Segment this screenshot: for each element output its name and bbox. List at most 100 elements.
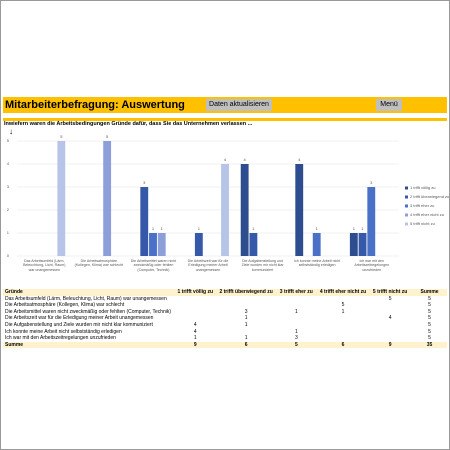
data-label: 1 [161, 226, 164, 231]
row-label: Das Arbeitsumfeld (Lärm, Beleuchtung, Li… [5, 295, 167, 302]
column-header: 4 trifft eher nicht zu [317, 289, 369, 296]
cell: 1 [294, 308, 298, 315]
cell: 4 [193, 328, 197, 335]
row-label: Die Arbeitszeit war für die Erledigung m… [5, 315, 154, 322]
bar [221, 164, 229, 256]
bar [240, 164, 249, 256]
y-tick-label: 3 [7, 184, 10, 189]
data-label: 4 [224, 157, 227, 162]
cell [318, 329, 368, 336]
table-row: Ich war mit den Arbeitszeitregelungen un… [3, 335, 447, 342]
row-sum: 5 [428, 335, 431, 342]
sum-row: Summe 9 6 5 6 9 35 [3, 341, 447, 349]
question: Inwiefern waren die Arbeitsbedingungen G… [4, 121, 253, 127]
table-row: Ich konnte meine Arbeit nicht selbststän… [3, 329, 447, 336]
cell: 4 [388, 315, 392, 322]
cell [318, 335, 368, 342]
x-tick-label: Die Arbeitsmittel waren nicht zweckmäßig… [130, 259, 177, 272]
y-tick-label: 1 [7, 230, 10, 235]
divider [3, 118, 447, 121]
cell: 1 [341, 308, 345, 315]
cell: 1 [244, 315, 248, 322]
column-header: 1 trifft völlig zu [173, 289, 218, 296]
data-label: 5 [106, 134, 109, 139]
row-label: Ich konnte meine Arbeit nicht selbststän… [5, 328, 122, 335]
column-header: 5 trifft nicht zu [368, 289, 413, 296]
table-row: Die Arbeitsmittel waren nicht zweckmäßig… [3, 309, 447, 316]
column-sum: 6 [317, 341, 369, 349]
cell [368, 335, 412, 342]
x-tick-label: Die Arbeitszeit war für die Erledigung m… [187, 259, 229, 272]
column-header: Summe [412, 289, 447, 296]
row-sum: 5 [428, 308, 431, 315]
refresh-button[interactable]: Daten aktualisieren [206, 99, 272, 111]
row-label: Die Arbeitsmittel waren nicht zweckmäßig… [5, 308, 172, 315]
cell [368, 309, 412, 316]
data-label: 1 [152, 226, 155, 231]
data-label: 5 [60, 134, 63, 139]
legend-swatch [405, 186, 408, 190]
legend-label: 4 trifft eher nicht zu [410, 212, 444, 217]
cell [368, 329, 412, 336]
row-sum: 5 [428, 295, 431, 302]
column-sum: 9 [173, 341, 218, 349]
cell [173, 309, 217, 316]
legend-swatch [405, 213, 408, 217]
cell: 3 [244, 308, 248, 315]
legend-label: 1 trifft völlig zu [410, 185, 436, 190]
column-header: 2 trifft überwiegend zu [217, 289, 275, 296]
cell [275, 322, 318, 329]
column-sum: 9 [368, 341, 413, 349]
cell [275, 315, 318, 322]
cell [173, 302, 217, 309]
data-label: 1 [361, 226, 364, 231]
data-label: 1 [353, 226, 356, 231]
data-label: 3 [370, 180, 373, 185]
title: Mitarbeiterbefragung: Auswertung [5, 99, 185, 111]
row-label: Die Aufgabenstellung und Ziele wurden mi… [5, 321, 153, 328]
bar [57, 141, 66, 256]
bar [367, 187, 376, 256]
cell: 1 [244, 335, 248, 342]
row-sum: 5 [428, 328, 431, 335]
cell [217, 329, 274, 336]
x-tick-label: Ich konnte meine Arbeit nicht selbststän… [294, 259, 341, 268]
cell [275, 302, 318, 309]
row-sum: 5 [428, 321, 431, 328]
x-tick-label: Ich war mit den Arbeitszeitregelungen un… [354, 259, 390, 272]
legend-label: 5 trifft nicht zu [410, 221, 435, 226]
y-tick-label: 4 [7, 161, 10, 166]
column-header: 3 trifft eher zu [274, 289, 318, 296]
bar [295, 164, 304, 256]
bar [194, 233, 203, 256]
header-row: Gründe 1 trifft völlig zu 2 trifft überwie… [3, 289, 447, 296]
data-label: 1 [198, 226, 201, 231]
y-tick-label: 0 [7, 253, 10, 258]
data-label: 4 [244, 157, 247, 162]
column-sum: 5 [274, 341, 318, 349]
menu-button[interactable]: Menü [376, 99, 402, 111]
cell [318, 315, 368, 322]
bar [349, 233, 358, 256]
row-label: Die Arbeitsatmosphäre (Kollegen, Klima) … [5, 302, 125, 309]
table-row: Das Arbeitsumfeld (Lärm, Beleuchtung, Li… [3, 296, 447, 303]
table-row: Die Arbeitszeit war für die Erledigung m… [3, 315, 447, 322]
row-sum: 5 [428, 302, 431, 309]
bar [157, 233, 166, 256]
data-label: 4 [298, 157, 301, 162]
x-tick-label: Die Aufgabenstellung und Ziele wurden mi… [241, 259, 284, 272]
data-label: 1 [252, 226, 255, 231]
legend-swatch [405, 222, 408, 226]
table-row: Die Arbeitsatmosphäre (Kollegen, Klima) … [3, 302, 447, 309]
row-sum: 5 [428, 315, 431, 322]
cell: 3 [294, 335, 298, 342]
bar [140, 187, 149, 256]
cell: 1 [244, 321, 248, 328]
bar [312, 233, 321, 256]
bar [149, 233, 157, 256]
row-label: Ich war mit den Arbeitszeitregelungen un… [5, 335, 116, 342]
cell [275, 296, 318, 303]
cell [368, 302, 412, 309]
table-row: Die Aufgabenstellung und Ziele wurden mi… [3, 322, 447, 329]
